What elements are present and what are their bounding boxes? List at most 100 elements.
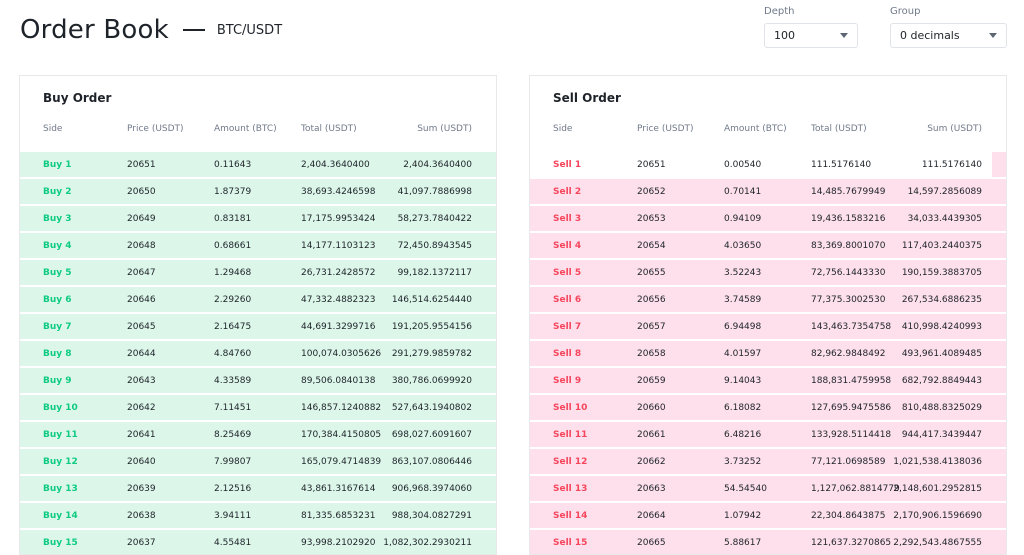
group-select[interactable]: 0 decimals: [890, 23, 1007, 48]
sell-order-row[interactable]: Sell 7 20657 6.94498 143,463.7354758 410,998…: [530, 314, 1006, 341]
row-price: 20643: [127, 376, 156, 386]
row-price: 20651: [127, 160, 156, 170]
row-price: 20664: [637, 511, 666, 521]
row-sum: 267,534.6886235: [901, 295, 982, 305]
row-sum: 14,597.2856089: [907, 187, 982, 197]
depth-bar: [20, 206, 496, 231]
depth-select[interactable]: 100: [764, 23, 858, 48]
sell-order-row[interactable]: Sell 12 20662 3.73252 77,121.0698589 1,021,5…: [530, 449, 1006, 476]
row-amount: 54.54540: [724, 484, 767, 494]
row-amount: 3.73252: [724, 457, 762, 467]
row-side: Buy 3: [43, 214, 72, 224]
chevron-down-icon: [840, 33, 848, 38]
row-price: 20639: [127, 484, 156, 494]
row-side: Sell 12: [553, 457, 588, 467]
col-sum: Sum (USDT): [927, 124, 982, 134]
sell-order-row[interactable]: Sell 8 20658 4.01597 82,962.9848492 493,961.…: [530, 341, 1006, 368]
buy-order-row[interactable]: Buy 4 20648 0.68661 14,177.1103123 72,450.89…: [20, 233, 496, 260]
row-amount: 2.16475: [214, 322, 252, 332]
row-side: Sell 6: [553, 295, 582, 305]
sell-order-row[interactable]: Sell 4 20654 4.03650 83,369.8001070 117,403.…: [530, 233, 1006, 260]
row-total: 44,691.3299716: [301, 322, 376, 332]
row-side: Buy 8: [43, 349, 72, 359]
row-sum: 72,450.8943545: [397, 241, 472, 251]
sell-order-row[interactable]: Sell 14 20664 1.07942 22,304.8643875 2,170,9…: [530, 503, 1006, 530]
row-sum: 2,404.3640400: [403, 160, 472, 170]
depth-bar: [530, 314, 1006, 339]
row-price: 20647: [127, 268, 156, 278]
depth-bar: [20, 233, 496, 258]
page-title: Order Book: [20, 15, 169, 45]
col-total: Total (USDT): [811, 124, 867, 134]
sell-order-row[interactable]: Sell 11 20661 6.48216 133,928.5114418 944,41…: [530, 422, 1006, 449]
row-amount: 3.74589: [724, 295, 762, 305]
buy-order-row[interactable]: Buy 1 20651 0.11643 2,404.3640400 2,404.3640…: [20, 152, 496, 179]
buy-order-row[interactable]: Buy 10 20642 7.11451 146,857.1240882 527,643…: [20, 395, 496, 422]
buy-order-row[interactable]: Buy 9 20643 4.33589 89,506.0840138 380,786.0…: [20, 368, 496, 395]
depth-bar: [20, 449, 496, 474]
row-sum: 111.5176140: [921, 160, 982, 170]
buy-order-row[interactable]: Buy 7 20645 2.16475 44,691.3299716 191,205.9…: [20, 314, 496, 341]
depth-bar: [530, 233, 1006, 258]
buy-order-row[interactable]: Buy 6 20646 2.29260 47,332.4882323 146,514.6…: [20, 287, 496, 314]
row-amount: 4.01597: [724, 349, 762, 359]
col-amount: Amount (BTC): [214, 124, 277, 134]
row-total: 127,695.9475586: [811, 403, 892, 413]
sell-order-row[interactable]: Sell 1 20651 0.00540 111.5176140 111.5176140: [530, 152, 1006, 179]
row-price: 20650: [127, 187, 156, 197]
buy-order-row[interactable]: Buy 5 20647 1.29468 26,731.2428572 99,182.13…: [20, 260, 496, 287]
col-price: Price (USDT): [637, 124, 694, 134]
row-side: Sell 9: [553, 376, 582, 386]
row-price: 20640: [127, 457, 156, 467]
row-amount: 3.94111: [214, 511, 252, 521]
sell-order-row[interactable]: Sell 9 20659 9.14043 188,831.4759958 682,792…: [530, 368, 1006, 395]
sell-rows: Sell 1 20651 0.00540 111.5176140 111.5176140…: [530, 152, 1006, 554]
row-price: 20641: [127, 430, 156, 440]
buy-order-row[interactable]: Buy 11 20641 8.25469 170,384.4150805 698,027…: [20, 422, 496, 449]
row-sum: 906,968.3974060: [391, 484, 472, 494]
buy-order-row[interactable]: Buy 2 20650 1.87379 38,693.4246598 41,097.78…: [20, 179, 496, 206]
row-price: 20657: [637, 322, 666, 332]
row-side: Buy 4: [43, 241, 72, 251]
depth-bar: [530, 476, 1006, 501]
row-total: 47,332.4882323: [301, 295, 376, 305]
buy-order-row[interactable]: Buy 12 20640 7.99807 165,079.4714839 863,107…: [20, 449, 496, 476]
row-price: 20652: [637, 187, 666, 197]
row-total: 146,857.1240882: [301, 403, 382, 413]
row-sum: 698,027.6091607: [391, 430, 472, 440]
row-total: 81,335.6853231: [301, 511, 376, 521]
row-sum: 1,021,538.4138036: [893, 457, 982, 467]
buy-order-row[interactable]: Buy 14 20638 3.94111 81,335.6853231 988,304.…: [20, 503, 496, 530]
row-sum: 944,417.3439447: [901, 430, 982, 440]
row-side: Buy 13: [43, 484, 78, 494]
row-total: 188,831.4759958: [811, 376, 892, 386]
row-price: 20661: [637, 430, 666, 440]
depth-bar: [20, 341, 496, 366]
row-total: 100,074.0305626: [301, 349, 382, 359]
depth-bar: [530, 422, 1006, 447]
row-price: 20653: [637, 214, 666, 224]
row-total: 14,485.7679949: [811, 187, 886, 197]
sell-order-row[interactable]: Sell 5 20655 3.52243 72,756.1443330 190,159.…: [530, 260, 1006, 287]
row-side: Buy 7: [43, 322, 72, 332]
row-total: 2,404.3640400: [301, 160, 370, 170]
depth-bar: [20, 368, 496, 393]
sell-order-row[interactable]: Sell 2 20652 0.70141 14,485.7679949 14,597.2…: [530, 179, 1006, 206]
buy-order-row[interactable]: Buy 3 20649 0.83181 17,175.9953424 58,273.78…: [20, 206, 496, 233]
sell-order-row[interactable]: Sell 13 20663 54.54540 1,127,062.8814779 2,1…: [530, 476, 1006, 503]
sell-order-row[interactable]: Sell 6 20656 3.74589 77,375.3002530 267,534.…: [530, 287, 1006, 314]
buy-order-row[interactable]: Buy 13 20639 2.12516 43,861.3167614 906,968.…: [20, 476, 496, 503]
row-total: 38,693.4246598: [301, 187, 376, 197]
sell-order-row[interactable]: Sell 3 20653 0.94109 19,436.1583216 34,033.4…: [530, 206, 1006, 233]
buy-order-row[interactable]: Buy 8 20644 4.84760 100,074.0305626 291,279.…: [20, 341, 496, 368]
row-amount: 1.87379: [214, 187, 252, 197]
row-side: Buy 10: [43, 403, 78, 413]
row-amount: 0.68661: [214, 241, 252, 251]
sell-order-row[interactable]: Sell 10 20660 6.18082 127,695.9475586 810,48…: [530, 395, 1006, 422]
depth-bar: [530, 260, 1006, 285]
row-amount: 2.29260: [214, 295, 252, 305]
depth-bar: [20, 314, 496, 339]
row-sum: 2,148,601.2952815: [893, 484, 982, 494]
depth-value: 100: [774, 29, 795, 42]
col-side: Side: [43, 124, 63, 134]
